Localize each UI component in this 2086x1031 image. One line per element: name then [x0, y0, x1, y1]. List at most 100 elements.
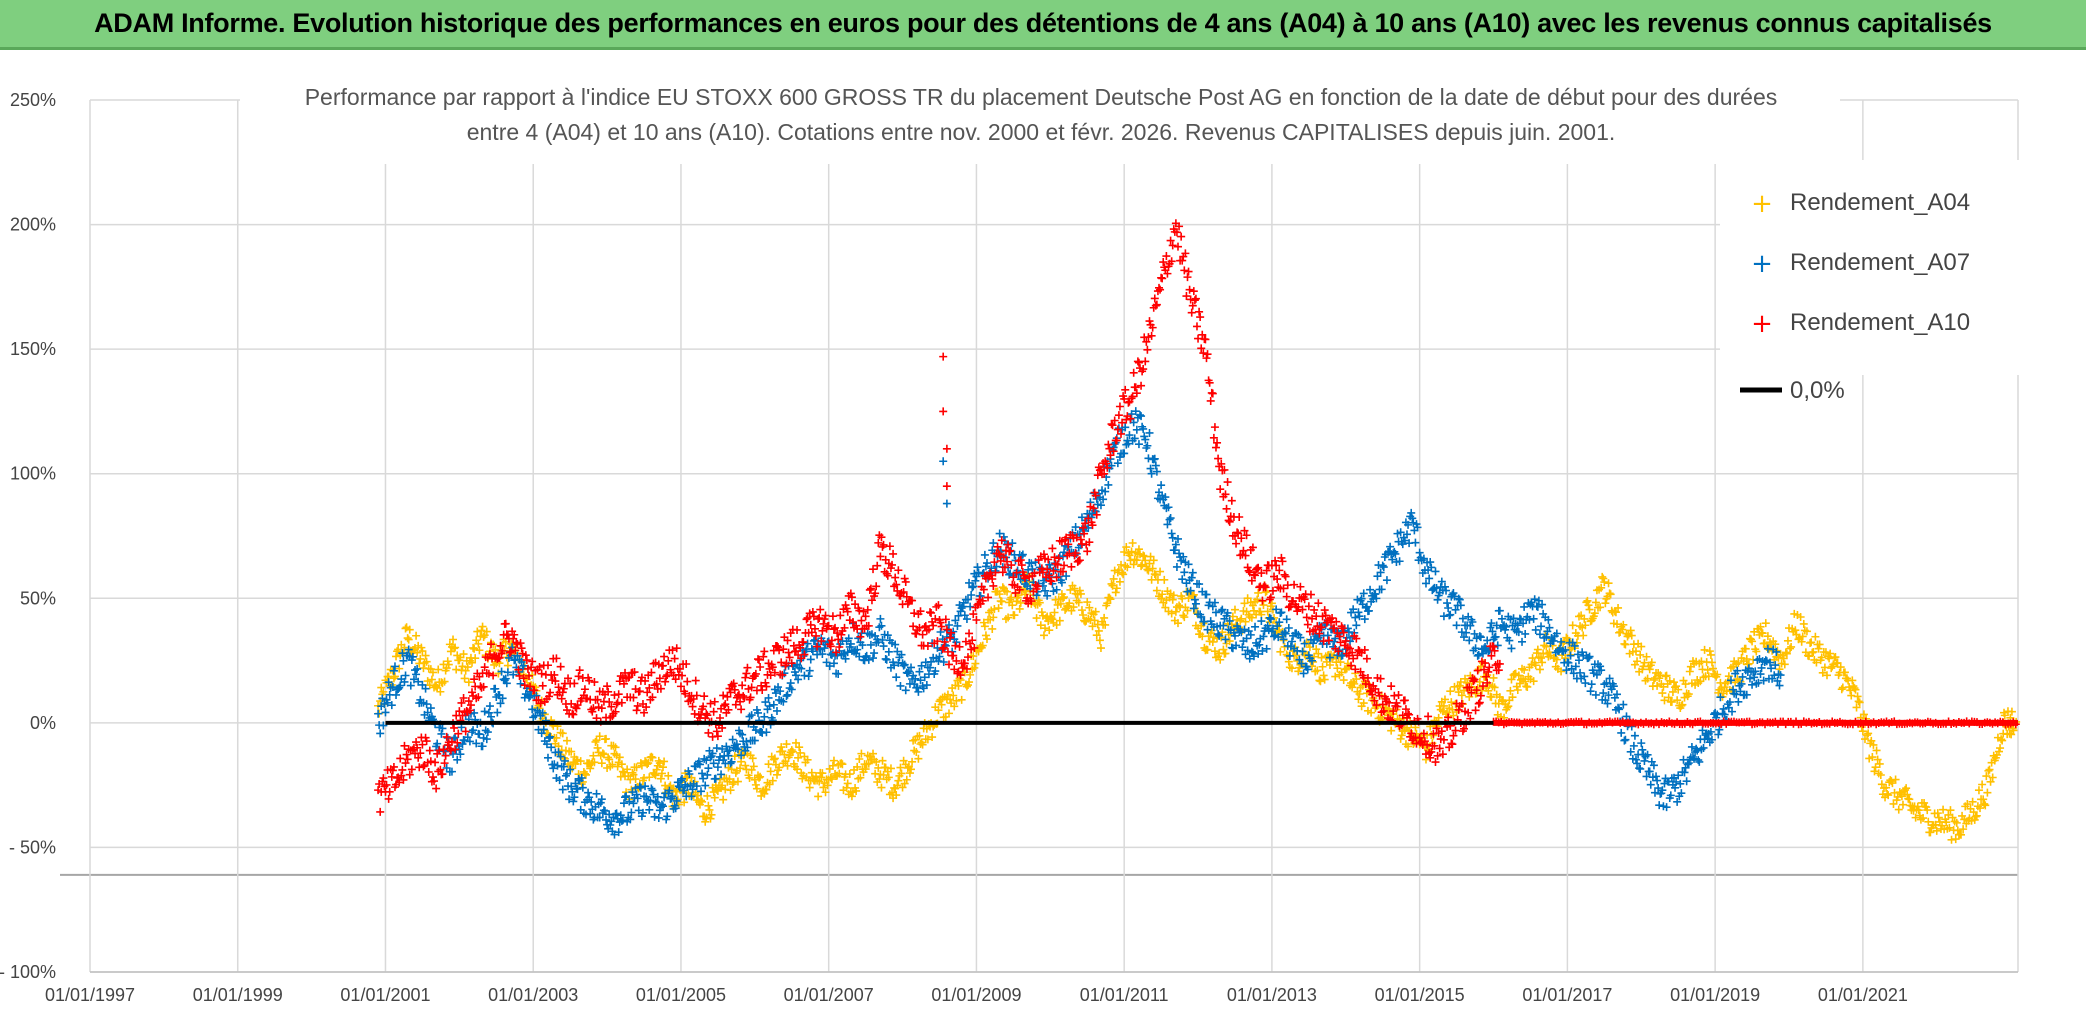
- data-point-a10: [993, 542, 1002, 551]
- data-point-a07: [1165, 515, 1174, 524]
- data-point-a07: [1535, 630, 1544, 639]
- data-point-a10: [435, 746, 444, 755]
- data-point-a07: [519, 661, 528, 670]
- data-point-a07: [1351, 613, 1360, 622]
- data-point-a04: [952, 696, 961, 705]
- data-point-a04: [576, 757, 585, 766]
- data-point-a10: [1296, 582, 1305, 591]
- data-point-a07: [1190, 595, 1199, 604]
- data-point-a07: [1629, 741, 1638, 750]
- data-point-a07: [1734, 697, 1743, 706]
- data-point-a07: [1674, 771, 1683, 780]
- data-point-a10: [712, 727, 721, 736]
- data-point-a07: [877, 621, 886, 630]
- data-point-a04: [1585, 605, 1594, 614]
- data-point-a04: [1891, 775, 1900, 784]
- data-point-a10: [721, 700, 730, 709]
- data-point-a04: [1487, 693, 1496, 702]
- data-point-a07: [732, 740, 741, 749]
- data-point-a07: [1151, 461, 1160, 470]
- data-point-a07: [1552, 629, 1561, 638]
- data-point-a07: [663, 812, 672, 821]
- data-point-a07: [804, 672, 813, 681]
- data-point-a10: [676, 682, 685, 691]
- data-point-a07: [1728, 707, 1737, 716]
- data-point-a10: [731, 700, 740, 709]
- data-point-a10: [399, 775, 408, 784]
- data-point-a07: [769, 700, 778, 709]
- data-point-a07: [718, 745, 727, 754]
- data-point-a07: [1771, 661, 1780, 670]
- data-point-a10: [1389, 707, 1398, 716]
- data-point-a04: [1022, 587, 1031, 596]
- data-point-a07: [1443, 599, 1452, 608]
- data-point-a07: [619, 799, 628, 808]
- data-point-a04: [655, 759, 664, 768]
- data-point-a04: [1873, 755, 1882, 764]
- data-point-a10: [441, 751, 450, 760]
- data-point-a04: [707, 810, 716, 819]
- data-point-a07: [1495, 606, 1504, 615]
- data-point-a10: [442, 732, 451, 741]
- data-point-a10: [1185, 285, 1194, 294]
- data-point-a07: [396, 681, 405, 690]
- data-point-a07: [1258, 646, 1267, 655]
- data-point-a04: [1859, 710, 1868, 719]
- data-point-a07: [1297, 659, 1306, 668]
- data-point-a10: [1346, 644, 1355, 653]
- data-point-a07: [1640, 756, 1649, 765]
- data-point-a07: [1602, 678, 1611, 687]
- data-point-a07: [618, 816, 627, 825]
- data-point-a07: [647, 784, 656, 793]
- data-point-a07: [398, 649, 407, 658]
- data-point-a07: [542, 740, 551, 749]
- data-point-a07: [1671, 783, 1680, 792]
- data-point-a07: [1232, 641, 1241, 650]
- data-point-a04: [1981, 801, 1990, 810]
- data-point-a04: [449, 635, 458, 644]
- data-point-a04: [1876, 770, 1885, 779]
- data-point-a07: [1210, 598, 1219, 607]
- data-point-a07: [400, 677, 409, 686]
- data-point-a07: [1619, 700, 1628, 709]
- data-point-a07: [383, 698, 392, 707]
- data-point-a07: [469, 726, 478, 735]
- data-point-a07: [829, 659, 838, 668]
- data-point-a10: [1198, 330, 1207, 339]
- data-point-a04: [794, 753, 803, 762]
- data-point-a07: [1592, 670, 1601, 679]
- data-point-a04: [912, 747, 921, 756]
- data-point-a04: [905, 769, 914, 778]
- data-point-a04: [595, 732, 604, 741]
- data-point-a10: [552, 654, 561, 663]
- data-point-a07: [1223, 608, 1232, 617]
- data-point-a10: [802, 615, 811, 624]
- data-point-a07: [980, 550, 989, 559]
- data-point-a10: [450, 723, 459, 732]
- axes: 250%200%150%100%50%0%- 50%- 100%01/01/19…: [0, 90, 2018, 1005]
- data-point-a10: [403, 755, 412, 764]
- data-point-a07: [685, 770, 694, 779]
- data-point-a10: [487, 640, 496, 649]
- data-point-a04: [1604, 579, 1613, 588]
- data-point-a07: [692, 782, 701, 791]
- data-point-a10: [557, 694, 566, 703]
- data-point-a07: [1415, 548, 1424, 557]
- data-point-a04: [1870, 767, 1879, 776]
- data-point-a10: [872, 582, 881, 591]
- data-point-a07: [810, 635, 819, 644]
- x-tick-label: 01/01/2021: [1818, 985, 1908, 1005]
- data-point-a10: [1134, 358, 1143, 367]
- data-point-a07: [1257, 617, 1266, 626]
- data-point-a04: [1225, 637, 1234, 646]
- data-point-a07: [1676, 779, 1685, 788]
- data-point-a07: [1287, 637, 1296, 646]
- data-point-a10: [1093, 471, 1102, 480]
- data-point-a04: [1339, 676, 1348, 685]
- data-point-a07: [1666, 791, 1675, 800]
- data-point-a04: [1662, 671, 1671, 680]
- data-point-a04: [1833, 658, 1842, 667]
- data-point-a07: [1455, 595, 1464, 604]
- data-point-a07: [806, 655, 815, 664]
- data-point-a07: [708, 749, 717, 758]
